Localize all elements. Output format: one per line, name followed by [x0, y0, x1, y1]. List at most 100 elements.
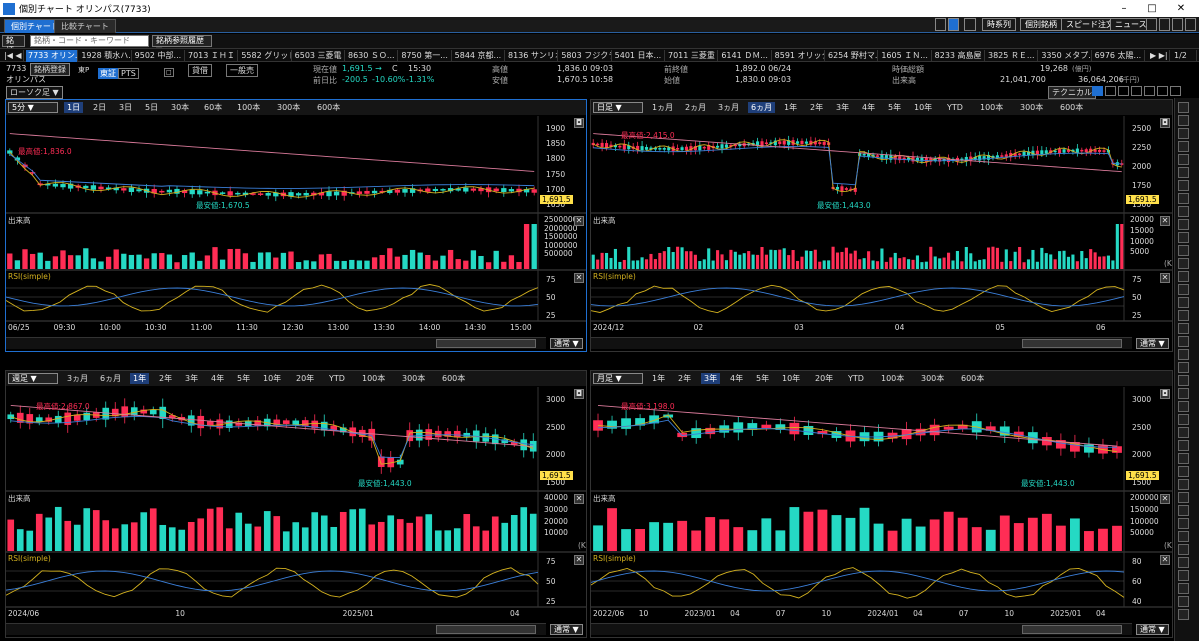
camera-icon[interactable]: ◘	[1160, 389, 1170, 399]
chart-scrollbar[interactable]	[6, 337, 546, 349]
tab-compare-chart[interactable]: 比較チャート	[54, 19, 116, 33]
chart-canvas[interactable]	[591, 371, 1172, 637]
display-mode-dropdown[interactable]: 通常 ▼	[1136, 624, 1169, 635]
tool-icon[interactable]	[1178, 271, 1189, 282]
settings-icon[interactable]	[1159, 18, 1170, 31]
line-tool-icon[interactable]	[1105, 86, 1116, 96]
ticker-item[interactable]: 8136 サンリオ	[508, 50, 559, 62]
close-subchart-button[interactable]: ✕	[574, 273, 584, 283]
display-mode-dropdown[interactable]: 通常 ▼	[550, 624, 583, 635]
tool-icon[interactable]	[1178, 284, 1189, 295]
tool-icon[interactable]	[1178, 206, 1189, 217]
draw-icon[interactable]	[964, 18, 976, 31]
tool-icon[interactable]	[1178, 427, 1189, 438]
ticker-item[interactable]: 7733 オリン...	[26, 50, 79, 62]
bar-tool-icon[interactable]	[1118, 86, 1129, 96]
period-dropdown[interactable]: 5分 ▼	[8, 102, 58, 113]
ticker-item[interactable]: 6254 野村マ...	[828, 50, 879, 62]
camera-icon[interactable]: ◘	[574, 118, 584, 128]
range-button[interactable]: 100本	[237, 103, 261, 112]
tool-icon[interactable]	[1178, 336, 1189, 347]
ticker-item[interactable]: 8750 第一...	[399, 50, 452, 62]
market-tse[interactable]: 東証	[98, 68, 118, 79]
tool-icon[interactable]	[1178, 388, 1189, 399]
ticker-item[interactable]: 6976 太陽...	[1093, 50, 1145, 62]
range-button[interactable]: 6ヵ月	[100, 374, 122, 383]
tool-icon[interactable]	[1178, 531, 1189, 542]
ticker-item[interactable]: 5582 グリッド	[241, 50, 292, 62]
scroll-thumb[interactable]	[436, 625, 536, 634]
close-subchart-button[interactable]: ✕	[574, 216, 584, 226]
range-button[interactable]: 600本	[442, 374, 466, 383]
close-subchart-button[interactable]: ✕	[1160, 494, 1170, 504]
tool-icon[interactable]	[1178, 544, 1189, 555]
pts-button[interactable]: PTS	[118, 68, 139, 79]
minimize-button[interactable]: –	[1121, 3, 1127, 14]
tool-icon[interactable]	[1178, 492, 1189, 503]
tool-icon[interactable]	[1178, 128, 1189, 139]
camera-icon[interactable]: ◘	[574, 389, 584, 399]
tool-icon[interactable]	[1178, 570, 1189, 581]
range-button[interactable]: 5年	[237, 374, 251, 383]
ticker-item[interactable]: 5844 京都...	[453, 50, 505, 62]
period-dropdown[interactable]: 週足 ▼	[8, 373, 58, 384]
search-input[interactable]: 銘柄・コード・キーワード	[30, 35, 149, 47]
ticker-item[interactable]: 5401 日本...	[613, 50, 665, 62]
range-button[interactable]: 600本	[317, 103, 341, 112]
tool-icon[interactable]	[1178, 258, 1189, 269]
maximize-button[interactable]: □	[1147, 3, 1157, 14]
ticker-item[interactable]: 1605 ＩＮ...	[879, 50, 932, 62]
range-button[interactable]: 100本	[980, 103, 1004, 112]
range-button[interactable]: 10年	[782, 374, 801, 383]
ticker-item[interactable]: 5803 フジクラ	[561, 50, 612, 62]
tool-icon[interactable]	[1178, 232, 1189, 243]
ticker-item[interactable]: 7011 三菱重	[666, 50, 719, 62]
range-button[interactable]: 300本	[277, 103, 301, 112]
ticker-next-icon[interactable]: ▶ ▶|	[1148, 50, 1170, 62]
range-button[interactable]: 100本	[881, 374, 905, 383]
layout-grid-icon[interactable]	[948, 18, 959, 31]
register-button[interactable]: 銘柄登録	[30, 63, 70, 76]
range-button[interactable]: 1年	[784, 103, 798, 112]
range-button[interactable]: 5日	[145, 103, 159, 112]
history-dropdown[interactable]: 銘柄参照履歴 ▼	[152, 35, 212, 55]
print-icon[interactable]	[1185, 18, 1196, 31]
chart-scrollbar[interactable]	[591, 623, 1132, 635]
tool-icon[interactable]	[1178, 505, 1189, 516]
tool-icon[interactable]	[1178, 310, 1189, 321]
range-button[interactable]: 600本	[1060, 103, 1084, 112]
tool-icon[interactable]	[1178, 349, 1189, 360]
range-button[interactable]: 10年	[914, 103, 933, 112]
tool-icon[interactable]	[1178, 518, 1189, 529]
range-button[interactable]: 100本	[362, 374, 386, 383]
tool-icon[interactable]	[1178, 609, 1189, 620]
range-button[interactable]: YTD	[329, 374, 345, 383]
chart-canvas[interactable]	[6, 100, 586, 351]
range-button[interactable]: 3ヵ月	[67, 374, 89, 383]
tool-icon[interactable]	[1178, 479, 1189, 490]
chart-canvas[interactable]	[591, 100, 1172, 351]
display-mode-dropdown[interactable]: 通常 ▼	[550, 338, 583, 349]
range-button[interactable]: 10年	[263, 374, 282, 383]
ticker-item[interactable]: 8233 高島屋	[933, 50, 985, 62]
range-button[interactable]: 5年	[888, 103, 902, 112]
range-button[interactable]: 2日	[93, 103, 107, 112]
range-button[interactable]: 2ヵ月	[685, 103, 707, 112]
range-button[interactable]: 1年	[652, 374, 666, 383]
individual-stock-button[interactable]: 個別銘柄	[1020, 18, 1062, 31]
range-button[interactable]: YTD	[848, 374, 864, 383]
technical-button[interactable]: テクニカル	[1048, 86, 1096, 99]
ticker-item[interactable]: 3350 メタプ...	[1041, 50, 1092, 62]
camera-icon[interactable]: ◘	[1160, 118, 1170, 128]
tool-icon[interactable]	[1178, 115, 1189, 126]
close-button[interactable]: ✕	[1176, 3, 1186, 14]
range-button[interactable]: 30本	[171, 103, 190, 112]
range-button[interactable]: 3年	[185, 374, 199, 383]
chart-scrollbar[interactable]	[6, 623, 546, 635]
tool-icon[interactable]	[1178, 362, 1189, 373]
tool-icon[interactable]	[1178, 440, 1189, 451]
tool-icon[interactable]	[1178, 583, 1189, 594]
range-button[interactable]: 3年	[836, 103, 850, 112]
range-button[interactable]: 3年	[701, 373, 721, 384]
scroll-thumb[interactable]	[1022, 625, 1122, 634]
